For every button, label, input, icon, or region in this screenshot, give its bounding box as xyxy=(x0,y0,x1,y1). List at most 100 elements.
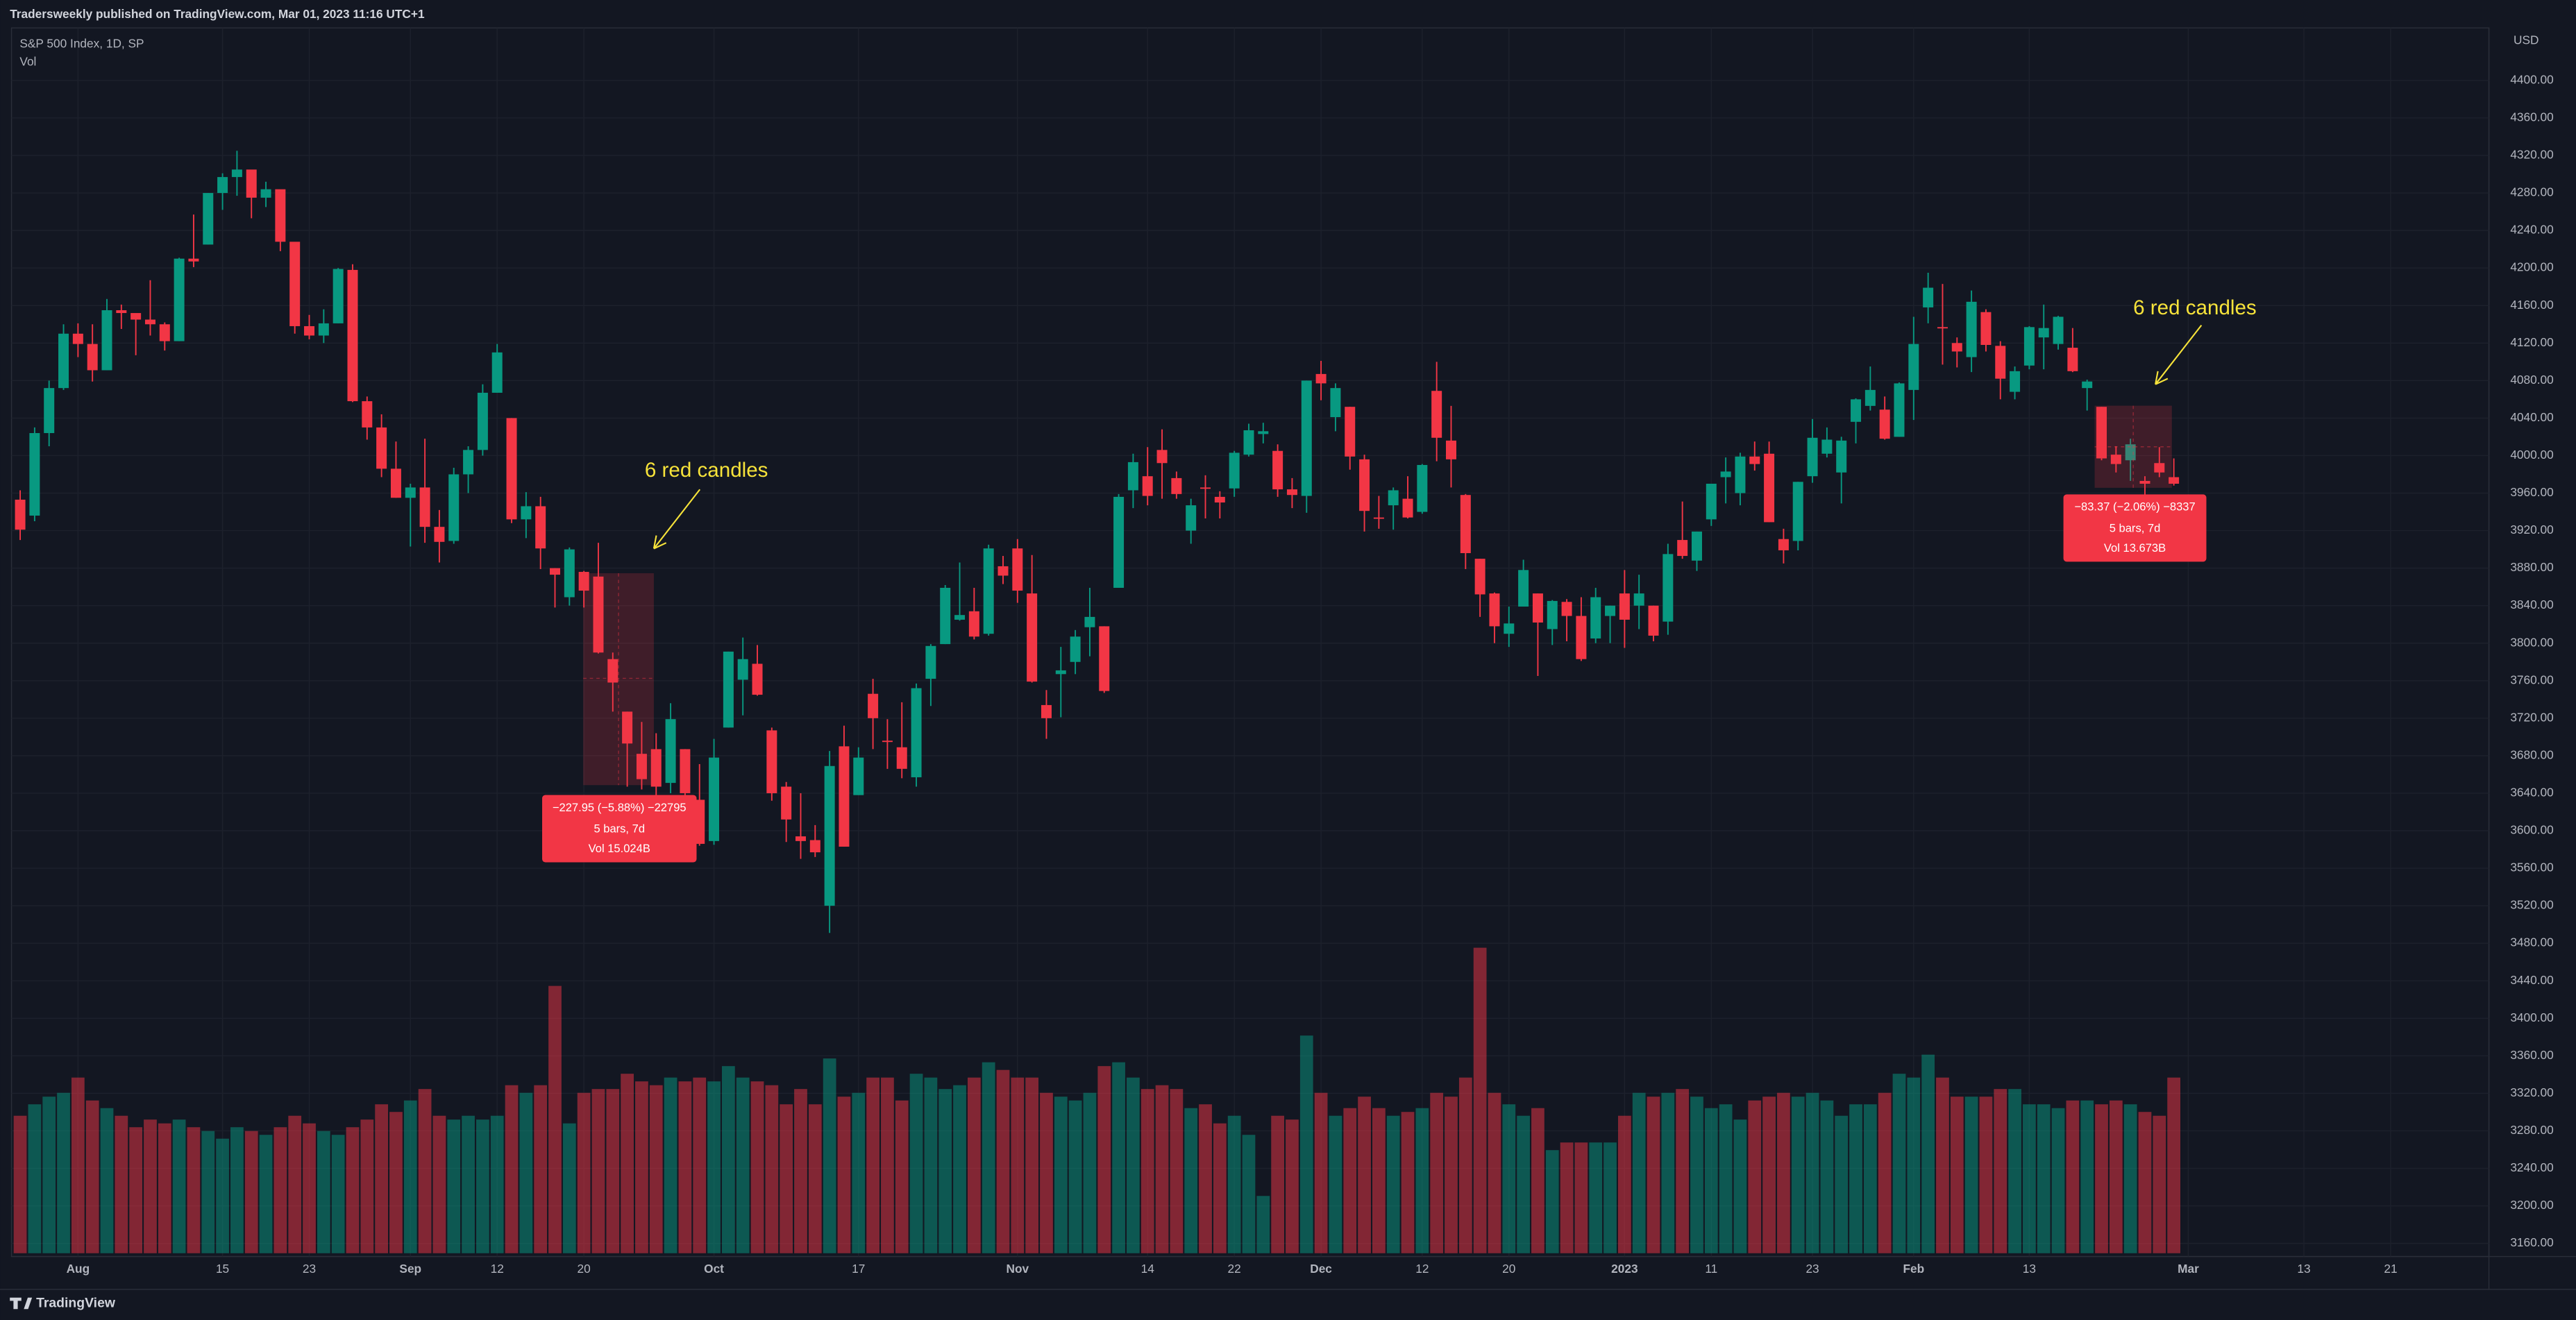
volume-bar xyxy=(100,1108,114,1253)
candle-body xyxy=(1662,554,1674,622)
x-tick-label: Feb xyxy=(1903,1262,1924,1276)
candle-body xyxy=(434,527,445,542)
measure-text: −227.95 (−5.88%) −22795 xyxy=(553,801,687,814)
x-tick-label: 22 xyxy=(1228,1262,1241,1276)
candle-body xyxy=(709,757,720,841)
volume-bar xyxy=(244,1131,258,1253)
volume-bar xyxy=(476,1119,489,1253)
candle-body xyxy=(968,611,979,637)
measure-range xyxy=(2094,405,2172,488)
volume-bar xyxy=(1690,1097,1703,1253)
y-tick-label: 3240.00 xyxy=(2510,1160,2553,1174)
volume-bar xyxy=(462,1115,475,1253)
overlay: S&P 500 Index, 1D, SP Vol USD −227.95 (−… xyxy=(10,33,2539,1310)
volume-bar xyxy=(1531,1108,1544,1253)
y-tick-label: 4040.00 xyxy=(2510,410,2553,424)
candle-body xyxy=(332,269,344,323)
volume-bar xyxy=(2138,1112,2152,1253)
candle-body xyxy=(1677,540,1688,557)
candle-body xyxy=(925,645,936,679)
candle-body xyxy=(1229,452,1240,489)
x-tick-label: Nov xyxy=(1007,1262,1029,1276)
candle-body xyxy=(1821,439,1833,454)
candle-body xyxy=(131,313,142,320)
candle-body xyxy=(1214,496,1225,503)
publisher-line: Tradersweekly published on TradingView.c… xyxy=(10,7,425,21)
candle-body xyxy=(1894,383,1905,437)
candle-body xyxy=(1995,346,2006,379)
volume-bar xyxy=(1083,1092,1097,1253)
volume-bar xyxy=(331,1135,345,1253)
volume-bar xyxy=(144,1119,157,1253)
candle-body xyxy=(1460,495,1471,554)
candle-body xyxy=(1286,489,1297,496)
candle-body xyxy=(781,786,792,820)
candle-body xyxy=(1489,593,1500,627)
candle-body xyxy=(983,548,994,634)
volume-bar xyxy=(953,1085,966,1253)
candle-body xyxy=(550,568,560,575)
y-tick-label: 4280.00 xyxy=(2510,185,2553,199)
volume-bar xyxy=(1155,1085,1169,1253)
y-tick-label: 3600.00 xyxy=(2510,823,2553,837)
volume-bar xyxy=(1040,1092,1053,1253)
candle-body xyxy=(911,688,922,777)
candle-body xyxy=(564,549,575,598)
candle-body xyxy=(1576,616,1587,659)
candle-body xyxy=(1504,623,1515,634)
candle-body xyxy=(1619,593,1630,620)
x-tick-label: Oct xyxy=(704,1262,724,1276)
volume-bar xyxy=(1025,1077,1039,1253)
volume-bar xyxy=(1271,1115,1284,1253)
volume-bar xyxy=(967,1077,981,1253)
x-tick-label: Sep xyxy=(399,1262,421,1276)
measure-text: 5 bars, 7d xyxy=(594,822,645,836)
candle-body xyxy=(318,323,329,336)
volume-bar xyxy=(1762,1097,1776,1253)
volume-bar xyxy=(490,1115,504,1253)
candle-body xyxy=(58,333,69,389)
volume-bar xyxy=(418,1089,432,1253)
y-tick-label: 4160.00 xyxy=(2510,298,2553,312)
y-tick-label: 3280.00 xyxy=(2510,1123,2553,1137)
volume-bar xyxy=(1878,1092,1892,1253)
volume-bar xyxy=(1777,1092,1790,1253)
y-tick-label: 3840.00 xyxy=(2510,598,2553,611)
x-tick-label: 20 xyxy=(1502,1262,1515,1276)
candle-body xyxy=(1749,456,1760,464)
candle-body xyxy=(1200,487,1211,489)
candle-body xyxy=(188,258,199,262)
candle-body xyxy=(1258,431,1269,434)
x-tick-label: 13 xyxy=(2297,1262,2310,1276)
candle-body xyxy=(954,615,966,620)
candle-body xyxy=(2169,477,2180,484)
volume-bar xyxy=(1545,1150,1559,1253)
volume-bar xyxy=(621,1074,634,1253)
candle-body xyxy=(1070,636,1081,662)
y-tick-label: 3360.00 xyxy=(2510,1048,2553,1062)
candle-body xyxy=(1980,312,1992,345)
candle-body xyxy=(101,310,112,371)
candle-body xyxy=(896,747,907,769)
volume-bar xyxy=(693,1077,707,1253)
candle-body xyxy=(2053,316,2064,344)
volume-bar xyxy=(1054,1097,1068,1253)
candle-body xyxy=(260,189,271,198)
candle-body xyxy=(29,433,40,516)
candle-body xyxy=(231,169,242,178)
candle-body xyxy=(2125,444,2136,461)
measure-range xyxy=(583,573,654,786)
volume-bar xyxy=(1936,1077,1949,1253)
candle-body xyxy=(144,319,155,325)
volume-bar xyxy=(1719,1104,1733,1253)
volume-bar xyxy=(707,1081,721,1253)
y-tick-label: 4200.00 xyxy=(2510,260,2553,274)
measure-text: −83.37 (−2.06%) −8337 xyxy=(2074,500,2195,514)
candle-body xyxy=(477,392,488,450)
candle-body xyxy=(87,344,98,371)
candle-body xyxy=(752,663,763,695)
candle-body xyxy=(839,746,850,847)
volume-bar xyxy=(2153,1115,2166,1253)
volume-bar xyxy=(187,1127,201,1253)
